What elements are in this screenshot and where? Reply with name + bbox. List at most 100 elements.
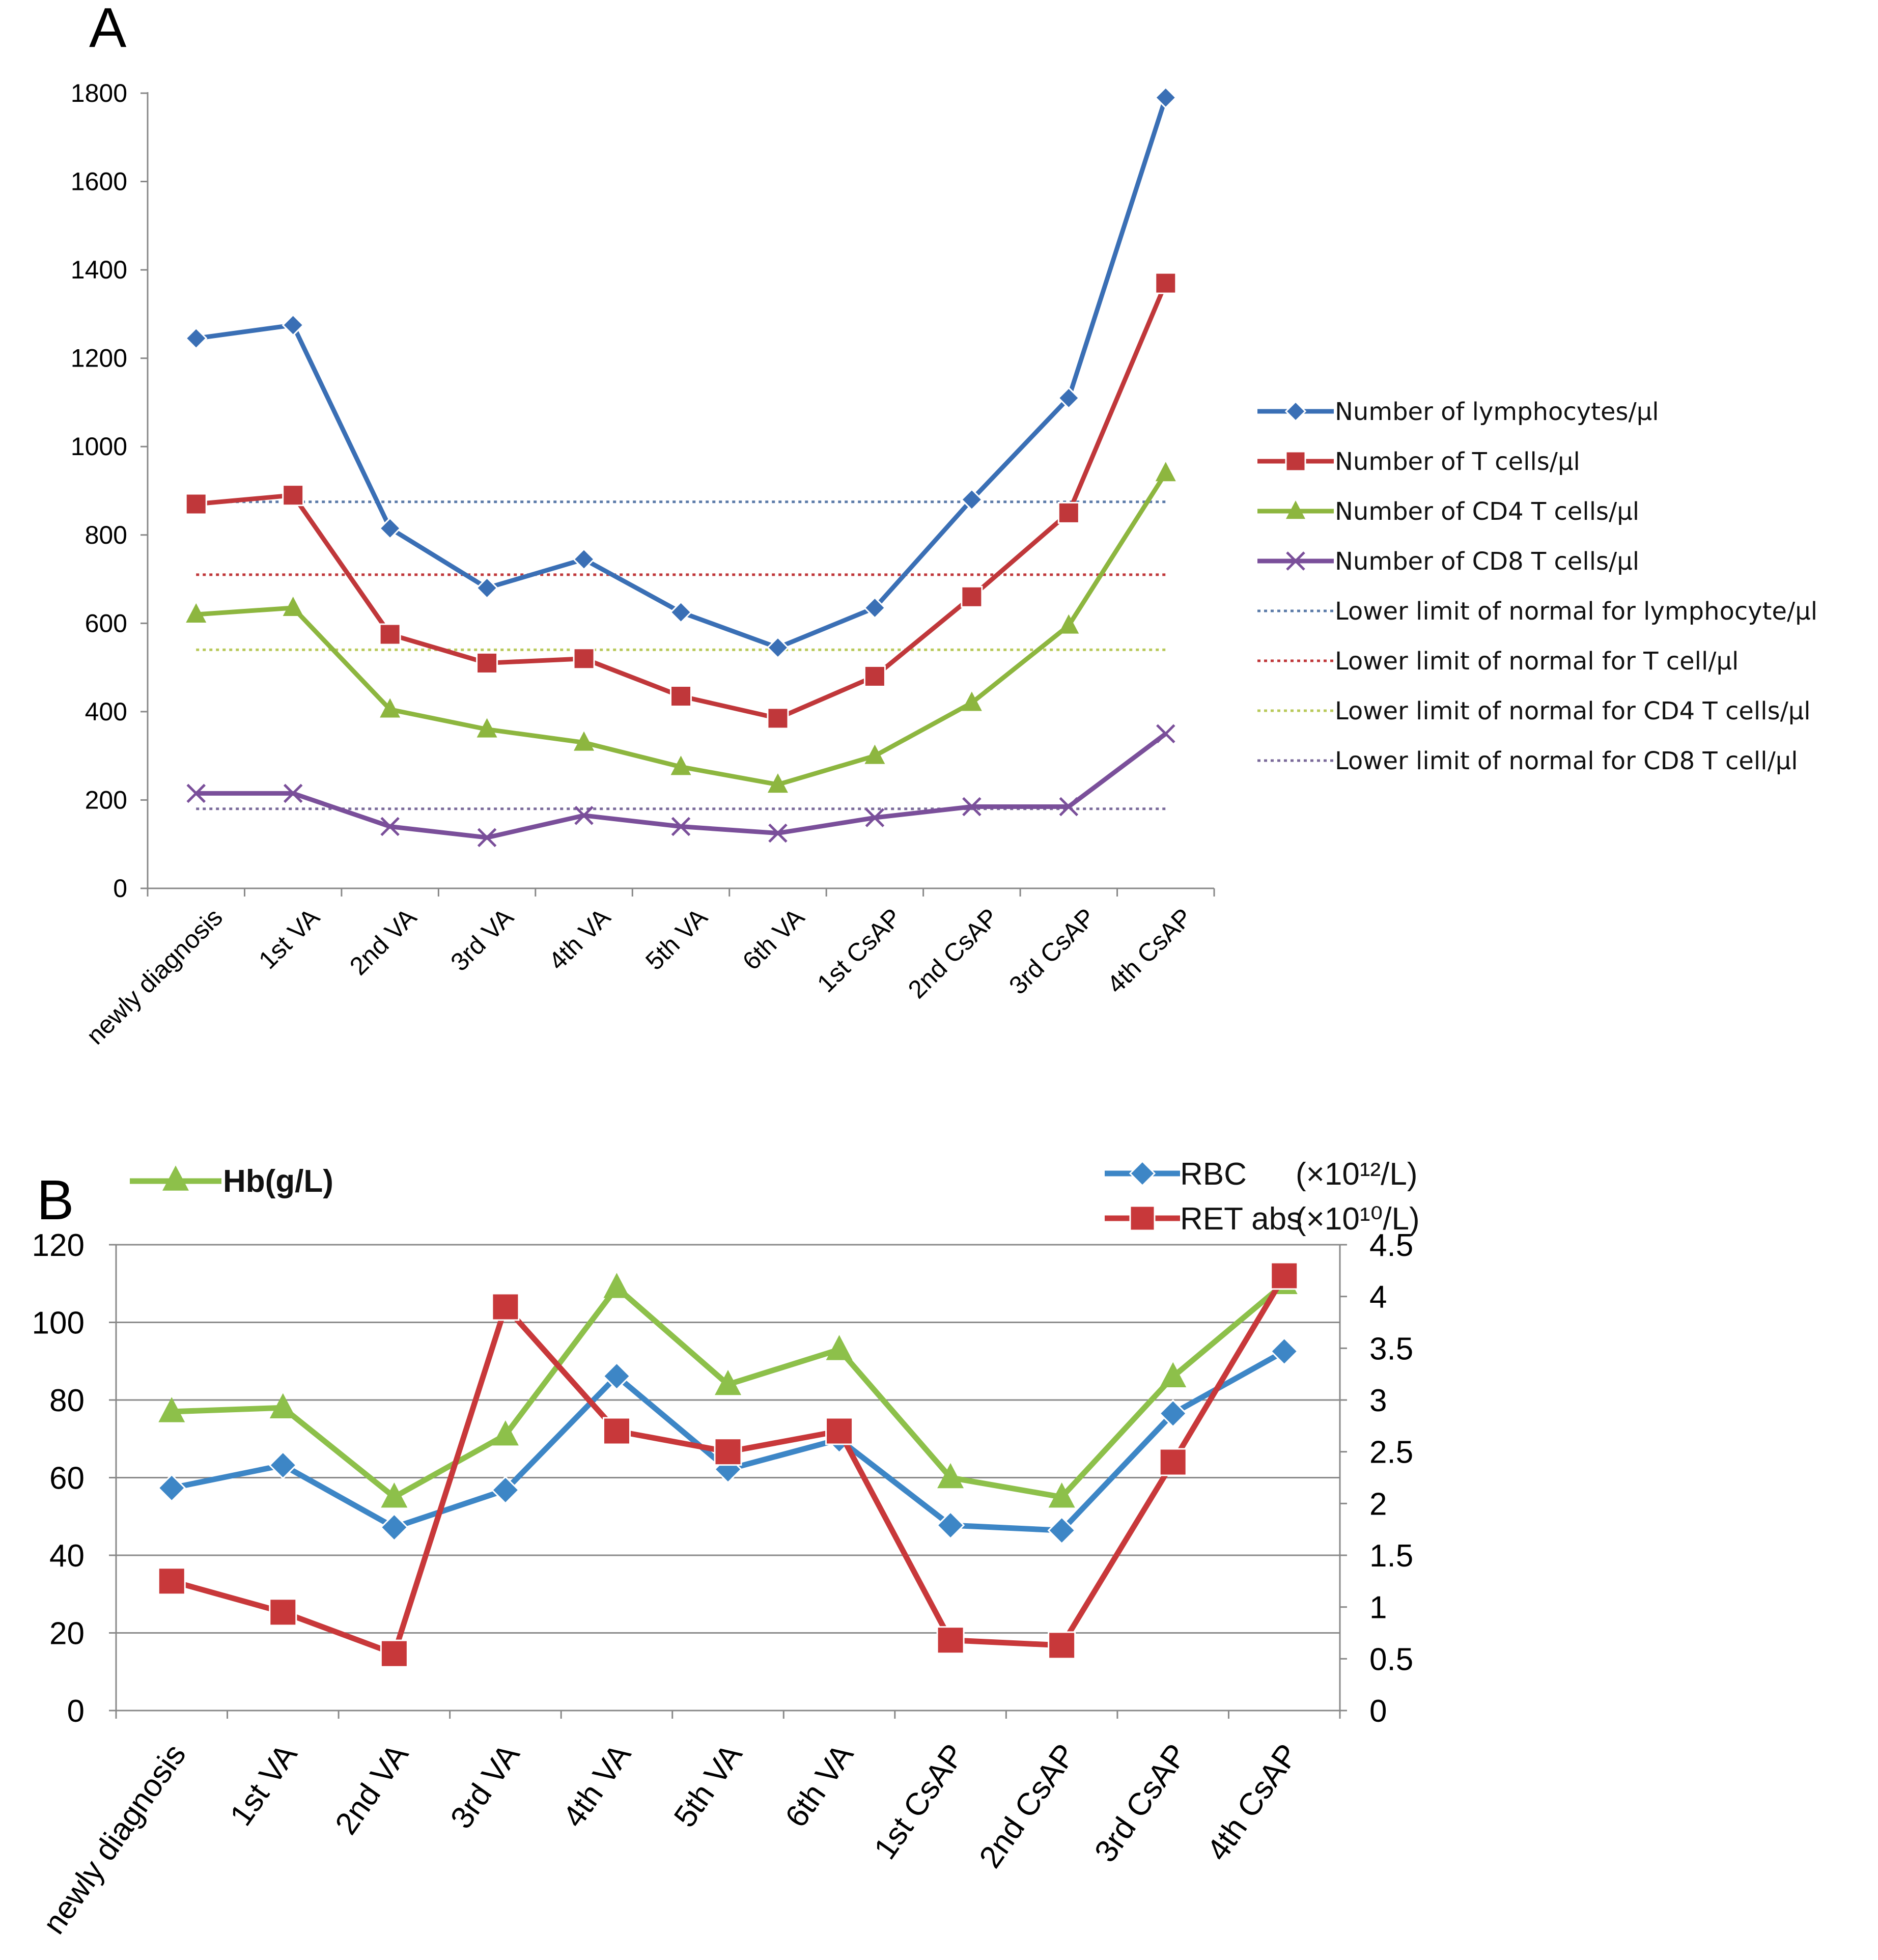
x-category-label: 3rd CsAP [1088, 1738, 1194, 1868]
panel-a-chart: A 0 200 400 600 800 1000 1200 1400 1600 1800 newly… [71, 0, 1817, 1050]
data-point [186, 328, 206, 349]
legend-label: Number of T cells/μl [1335, 447, 1580, 476]
x-category-label: 4th VA [543, 903, 616, 976]
legend-label: Lower limit of normal for CD4 T cells/μl [1335, 697, 1811, 725]
data-point [603, 1273, 630, 1298]
x-category-label: 5th VA [640, 903, 713, 976]
y-left-tick-label: 80 [49, 1383, 85, 1418]
x-category-label: 1st CsAP [811, 903, 907, 998]
data-point [186, 494, 206, 514]
x-category-label: newly diagnosis [36, 1738, 193, 1940]
x-category-label: 6th VA [778, 1738, 860, 1834]
data-point [380, 518, 400, 539]
y-tick-label: 1000 [71, 432, 127, 461]
data-point [864, 666, 885, 686]
y-right-tick-label: 2 [1369, 1487, 1387, 1522]
y-right-tick-label: 1 [1369, 1590, 1387, 1626]
data-point [574, 649, 594, 669]
data-point [715, 1439, 741, 1465]
data-point [1156, 462, 1176, 481]
legend-unit: (×10¹²/L) [1296, 1157, 1417, 1192]
y-tick-label: 600 [85, 609, 127, 637]
y-right-tick-label: 1.5 [1369, 1538, 1413, 1574]
y-tick-label: 1800 [71, 79, 127, 107]
x-category-label: 1st VA [223, 1738, 304, 1832]
legend-marker [162, 1165, 189, 1190]
x-category-label: 5th VA [667, 1738, 749, 1834]
panel-label-b: B [37, 1169, 74, 1231]
x-category-label: 1st CsAP [867, 1738, 972, 1865]
legend-label: Lower limit of normal for CD8 T cell/μl [1335, 747, 1798, 775]
data-point [962, 586, 982, 607]
data-point [671, 686, 691, 707]
x-category-label: 2nd VA [344, 903, 422, 981]
y-right-tick-label: 4 [1369, 1280, 1387, 1315]
y-left-tick-label: 20 [49, 1616, 85, 1651]
data-point [1271, 1263, 1298, 1289]
y-tick-label: 1200 [71, 344, 127, 373]
data-point [270, 1452, 296, 1478]
y-left-tick-label: 60 [49, 1461, 85, 1496]
data-point [768, 708, 788, 729]
legend-label: Number of lymphocytes/μl [1335, 398, 1659, 426]
data-point [768, 637, 788, 658]
x-category-label: 4th VA [556, 1738, 638, 1834]
x-category-label: 3rd VA [444, 1738, 527, 1835]
data-point [826, 1335, 853, 1360]
data-point [270, 1599, 296, 1626]
legend-marker [1130, 1161, 1155, 1186]
data-point [1156, 88, 1176, 108]
data-point [1058, 502, 1079, 523]
y-tick-label: 0 [113, 874, 127, 903]
data-point [283, 315, 303, 335]
data-point [492, 1294, 519, 1320]
legend-marker [1130, 1206, 1155, 1230]
y-right-tick-label: 2.5 [1369, 1435, 1413, 1470]
y-right-tick-label: 3 [1369, 1383, 1387, 1418]
legend-label: RBC [1180, 1157, 1247, 1192]
legend-label: Lower limit of normal for T cell/μl [1335, 647, 1739, 676]
x-category-label: 3rd CsAP [1003, 903, 1101, 1000]
y-left-tick-label: 0 [67, 1694, 85, 1729]
y-tick-label: 400 [85, 697, 127, 726]
x-category-label: 2nd CsAP [903, 903, 1004, 1004]
x-category-label: 2nd CsAP [972, 1738, 1083, 1874]
series-line [196, 473, 1166, 785]
data-point [283, 485, 303, 506]
data-point [380, 624, 400, 645]
x-category-label: 4th CsAP [1102, 903, 1198, 999]
y-tick-label: 1400 [71, 256, 127, 284]
data-point [1160, 1449, 1186, 1475]
x-category-label: 3rd VA [445, 903, 519, 977]
x-category-label: newly diagnosis [81, 903, 228, 1050]
panel-b-chart: B 0 20 40 60 80 100 120 0 0.5 1 1.5 2 2.5 3 3.5 4 4.5 new… [32, 1157, 1420, 1941]
legend-label: Number of CD4 T cells/μl [1335, 497, 1639, 526]
legend-label: RET abs [1180, 1201, 1302, 1237]
data-point [477, 653, 497, 673]
legend-marker [1286, 452, 1305, 471]
legend-label: Hb(g/L) [223, 1164, 333, 1199]
data-point [1157, 725, 1174, 742]
x-category-label: 4th CsAP [1200, 1738, 1305, 1867]
x-category-label: 2nd VA [328, 1738, 415, 1841]
y-left-tick-label: 100 [32, 1306, 85, 1341]
y-tick-label: 800 [85, 521, 127, 549]
data-point [1156, 273, 1176, 293]
figure: A 020040060080010001200140016001800newly… [0, 0, 1878, 1960]
legend-label: Number of CD8 T cells/μl [1335, 547, 1639, 576]
data-point [158, 1568, 185, 1594]
data-point [937, 1627, 964, 1654]
data-point [381, 1514, 407, 1541]
data-point [477, 578, 497, 598]
x-category-label: 1st VA [253, 903, 325, 975]
x-category-label: 6th VA [737, 903, 810, 976]
legend-marker [1286, 402, 1305, 421]
data-point [1271, 1338, 1298, 1364]
legend-label: Lower limit of normal for lymphocyte/μl [1335, 597, 1817, 626]
y-left-tick-label: 120 [32, 1228, 85, 1263]
data-point [671, 602, 691, 623]
y-right-tick-label: 3.5 [1369, 1331, 1413, 1366]
legend-unit: (×10¹⁰/L) [1296, 1201, 1420, 1237]
y-left-tick-label: 40 [49, 1538, 85, 1574]
data-point [1049, 1632, 1075, 1659]
